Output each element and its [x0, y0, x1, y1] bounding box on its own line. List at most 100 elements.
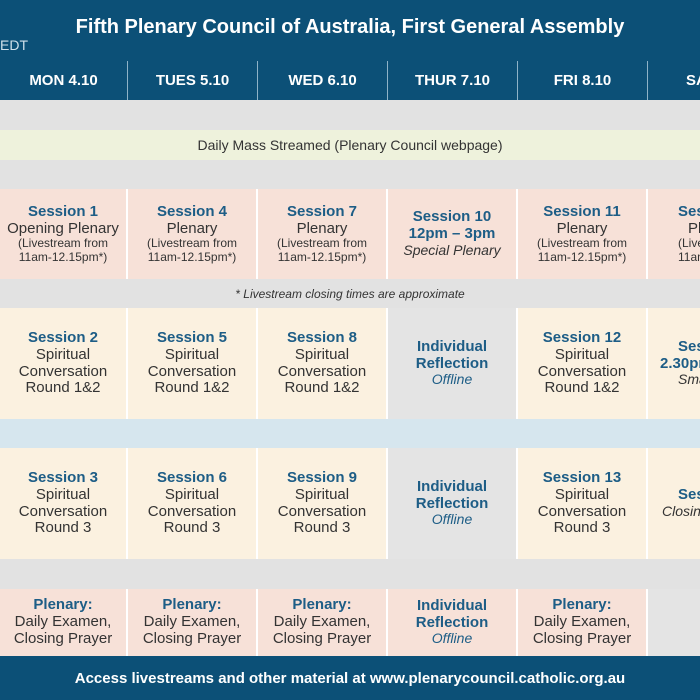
session-line: Spiritual	[35, 345, 91, 363]
session-line: Closing Prayer	[13, 629, 113, 647]
session-line: Spiritual	[554, 345, 610, 363]
session-title-2: Reflection	[415, 354, 489, 372]
session-title: Session 11	[543, 202, 621, 220]
session-line: Conversation	[537, 362, 627, 380]
session-note: (Livestream from	[146, 236, 238, 251]
session-type: Special Plenary	[403, 241, 501, 258]
session-title: Plenary:	[33, 596, 93, 614]
session-title-2: Reflection	[415, 494, 489, 512]
session-title: Session 10	[412, 208, 492, 226]
session-title: Session 13	[542, 468, 622, 486]
session-line: Closing Prayer	[142, 629, 242, 647]
session-note: (Livestream from	[276, 236, 368, 251]
session-line: Daily Examen,	[143, 613, 241, 631]
session-title-2: Reflection	[415, 613, 489, 631]
session-note: 11am-12.15pm*)	[147, 249, 237, 264]
session-title: Ses	[678, 486, 700, 504]
footer-bar: Access livestreams and other material at…	[0, 656, 700, 700]
session-cell: Session 2 Spiritual Conversation Round 1…	[0, 308, 128, 419]
session-title: Session 4	[156, 202, 228, 220]
session-line: Spiritual	[164, 345, 220, 363]
session-cell: Session 12 Spiritual Conversation Round …	[518, 308, 648, 419]
session-type: Plenary	[166, 219, 218, 237]
session-line: Round 1&2	[25, 379, 101, 397]
session-title: Individual	[416, 337, 487, 355]
session-cell: Plenary: Daily Examen, Closing Prayer	[128, 589, 258, 656]
session-line: Conversation	[18, 502, 108, 520]
session-line: Round 3	[553, 519, 611, 537]
session-title: Ses	[678, 337, 700, 355]
session-cell: Ses Closin	[648, 448, 700, 559]
session-title: Session 6	[156, 468, 228, 486]
spacer-band	[0, 559, 700, 589]
offline-label: Offline	[431, 371, 473, 388]
session-cell: Session 6 Spiritual Conversation Round 3	[128, 448, 258, 559]
session-line: Round 1&2	[154, 379, 230, 397]
livestream-footnote: * Livestream closing times are approxima…	[0, 279, 700, 308]
session-type: Plenary	[556, 219, 608, 237]
session-cell: Session 4 Plenary (Livestream from 11am-…	[128, 189, 258, 279]
session-cell: Session 10 12pm – 3pm Special Plenary	[388, 189, 518, 279]
spacer-band	[0, 419, 700, 448]
session-title: Session 9	[286, 468, 358, 486]
empty-cell	[648, 589, 700, 656]
timezone-label: EDT	[0, 37, 28, 53]
session-note: 11am-	[678, 249, 700, 264]
session-line: Spiritual	[164, 485, 220, 503]
session-line: Conversation	[147, 362, 237, 380]
session-note: (Livestream from	[536, 236, 628, 251]
session-cell: Plenary: Daily Examen, Closing Prayer	[518, 589, 648, 656]
day-header-fri: FRI 8.10	[518, 61, 648, 100]
session-title: Plenary:	[162, 596, 222, 614]
session-line: Round 3	[293, 519, 351, 537]
session-time: 2.30pm	[660, 354, 700, 372]
header-bar: EDT Fifth Plenary Council of Australia, …	[0, 0, 700, 61]
session-title: Session 2	[27, 328, 99, 346]
spacer-band	[0, 100, 700, 130]
session-note: 11am-12.15pm*)	[277, 249, 367, 264]
session-title: Plenary:	[292, 596, 352, 614]
session-cell: Session 5 Spiritual Conversation Round 1…	[128, 308, 258, 419]
session-line: Spiritual	[35, 485, 91, 503]
session-title: Session 5	[156, 328, 228, 346]
session-cell: Plenary: Daily Examen, Closing Prayer	[258, 589, 388, 656]
session-note: (Livest	[678, 236, 700, 251]
reflection-cell: Individual Reflection Offline	[388, 308, 518, 419]
session-title: Ses	[678, 202, 700, 220]
day-header-mon: MON 4.10	[0, 61, 128, 100]
day-header-row: MON 4.10 TUES 5.10 WED 6.10 THUR 7.10 FR…	[0, 61, 700, 100]
session-cell: Session 1 Opening Plenary (Livestream fr…	[0, 189, 128, 279]
session-line: Closing Prayer	[272, 629, 372, 647]
session-cell: Session 13 Spiritual Conversation Round …	[518, 448, 648, 559]
session-cell: Ses Pl (Livest 11am-	[648, 189, 700, 279]
session-title: Session 7	[286, 202, 358, 220]
session-note: 11am-12.15pm*)	[18, 249, 108, 264]
session-line: Round 3	[163, 519, 221, 537]
session-cell: Session 7 Plenary (Livestream from 11am-…	[258, 189, 388, 279]
session-type: Closin	[662, 503, 700, 520]
session-line: Conversation	[18, 362, 108, 380]
session-type: Opening Plenary	[7, 219, 119, 237]
offline-label: Offline	[431, 511, 473, 528]
session-title: Session 3	[27, 468, 99, 486]
spacer-band	[0, 160, 700, 189]
session-type: Sma	[678, 371, 700, 388]
session-line: Conversation	[537, 502, 627, 520]
session-cell: Plenary: Daily Examen, Closing Prayer	[0, 589, 128, 656]
session-line: Daily Examen,	[273, 613, 371, 631]
page-title: Fifth Plenary Council of Australia, Firs…	[75, 16, 625, 38]
session-line: Daily Examen,	[533, 613, 631, 631]
session-note: 11am-12.15pm*)	[537, 249, 627, 264]
day-header-thu: THUR 7.10	[388, 61, 518, 100]
day-header-wed: WED 6.10	[258, 61, 388, 100]
day-header-tue: TUES 5.10	[128, 61, 258, 100]
session-line: Conversation	[277, 362, 367, 380]
session-cell: Session 11 Plenary (Livestream from 11am…	[518, 189, 648, 279]
reflection-cell: Individual Reflection Offline	[388, 448, 518, 559]
session-title: Session 12	[542, 328, 622, 346]
session-title: Individual	[416, 477, 487, 495]
session-type: Plenary	[296, 219, 348, 237]
session-line: Spiritual	[554, 485, 610, 503]
session-title: Session 8	[286, 328, 358, 346]
session-cell: Session 3 Spiritual Conversation Round 3	[0, 448, 128, 559]
